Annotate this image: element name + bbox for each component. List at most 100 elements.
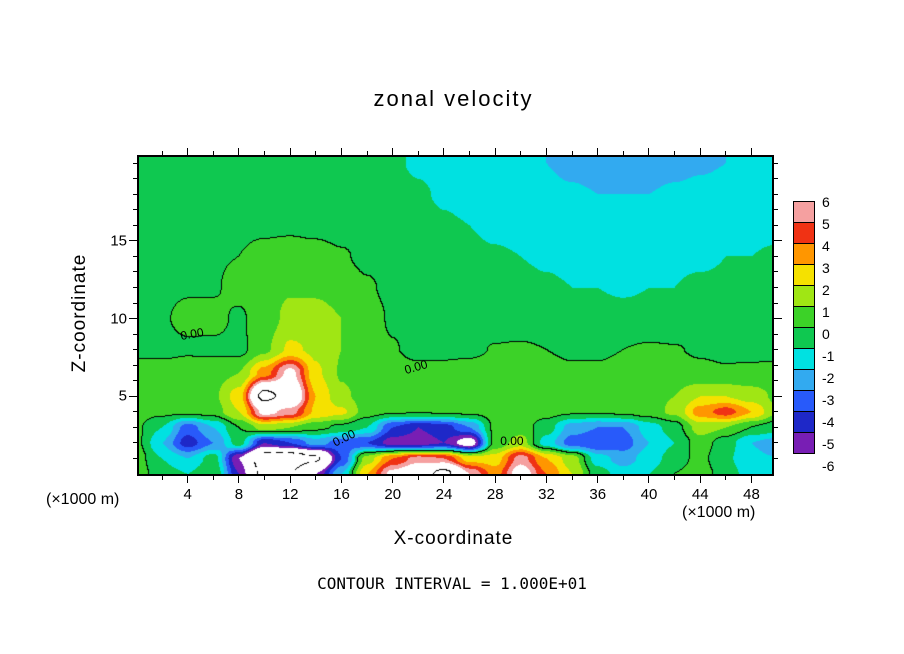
z-axis-tick <box>774 318 782 320</box>
z-axis-tick <box>774 364 778 366</box>
x-axis-tick <box>289 148 291 155</box>
x-axis-tick-label: 48 <box>743 486 760 503</box>
x-axis-tick <box>289 476 291 483</box>
z-axis-tick <box>774 333 778 335</box>
z-axis-tick <box>774 255 778 257</box>
x-axis-unit-left: (×1000 m) <box>46 491 120 508</box>
z-axis-tick <box>774 302 778 304</box>
z-axis-tick <box>774 395 782 397</box>
colorbar-cell <box>793 222 815 244</box>
colorbar-cell <box>793 264 815 286</box>
z-axis-tick <box>774 411 778 413</box>
x-axis-tick <box>212 476 214 480</box>
z-axis-tick-label: 5 <box>118 387 127 405</box>
x-axis-tick <box>417 151 419 155</box>
x-axis-tick-label: 12 <box>281 486 299 503</box>
x-axis-tick <box>443 476 445 483</box>
x-axis-tick <box>187 148 189 155</box>
colorbar-cell <box>793 348 815 370</box>
x-axis-tick <box>648 476 650 483</box>
x-axis-label: X-coordinate <box>393 528 514 549</box>
x-axis-tick <box>417 476 419 480</box>
z-axis-tick <box>133 380 137 382</box>
colorbar-tick-label: -4 <box>822 414 835 430</box>
x-axis-tick <box>443 148 445 155</box>
colorbar-tick-label: 5 <box>822 216 830 232</box>
colorbar-tick-label: -5 <box>822 436 835 452</box>
colorbar-cell <box>793 327 815 349</box>
z-axis-tick <box>133 209 137 211</box>
z-axis-tick <box>133 287 137 289</box>
x-axis-tick <box>520 476 522 480</box>
colorbar-cell <box>793 285 815 307</box>
z-axis-tick <box>774 178 778 180</box>
x-axis-tick <box>571 151 573 155</box>
x-axis-tick <box>469 476 471 480</box>
z-axis-label: Z-coordinate <box>69 253 90 373</box>
x-axis-tick <box>699 148 701 155</box>
colorbar-tick-label: 1 <box>822 304 830 320</box>
x-axis-unit-right: (×1000 m) <box>682 504 756 521</box>
z-axis-tick <box>774 209 778 211</box>
z-axis-tick <box>774 287 778 289</box>
colorbar-tick-label: 6 <box>822 194 830 210</box>
x-axis-tick-label: 40 <box>640 486 658 503</box>
z-axis-tick-label: 15 <box>110 232 127 250</box>
z-axis-tick <box>133 442 137 444</box>
x-axis-tick <box>520 151 522 155</box>
z-axis-tick <box>133 271 137 273</box>
x-axis-tick-label: 24 <box>435 486 453 503</box>
x-axis-tick-label: 32 <box>538 486 555 503</box>
z-axis-tick <box>133 255 137 257</box>
x-axis-tick-label: 20 <box>384 486 402 503</box>
z-axis-tick <box>133 178 137 180</box>
colorbar: 6 5 4 3 2 1 0 -1 -2 -3 -4 -5 -6 <box>793 194 834 474</box>
x-axis-tick <box>392 476 394 483</box>
colorbar-tick-label: -6 <box>822 458 835 474</box>
x-axis-tick <box>597 148 599 155</box>
colorbar-tick-label: -3 <box>822 392 835 408</box>
colorbar-cell <box>793 201 815 223</box>
z-axis-tick <box>774 224 778 226</box>
colorbar-tick-label: 2 <box>822 282 830 298</box>
colorbar-cell <box>793 411 815 433</box>
x-axis-tick <box>674 151 676 155</box>
z-axis-tick <box>133 302 137 304</box>
x-axis-tick <box>648 148 650 155</box>
z-axis-tick <box>774 349 778 351</box>
z-axis-tick <box>133 162 137 164</box>
x-axis-tick-label: 4 <box>183 486 192 503</box>
contour-interval-caption: CONTOUR INTERVAL = 1.000E+01 <box>317 574 587 593</box>
z-axis-tick <box>133 193 137 195</box>
colorbar-tick-label: 3 <box>822 260 830 276</box>
x-axis-tick-label: 28 <box>486 486 504 503</box>
chart-title: zonal velocity <box>373 86 534 111</box>
z-axis-tick <box>774 442 778 444</box>
z-axis-tick <box>129 240 137 242</box>
z-axis-tick <box>133 349 137 351</box>
x-axis-tick <box>469 151 471 155</box>
z-axis-tick-label: 10 <box>110 310 127 328</box>
x-axis-tick-label: 8 <box>234 486 244 503</box>
z-axis-tick <box>129 318 137 320</box>
z-axis-tick <box>774 193 778 195</box>
x-axis-tick <box>392 148 394 155</box>
z-axis-tick <box>129 395 137 397</box>
x-axis-tick <box>340 148 342 155</box>
x-axis-tick <box>750 476 752 483</box>
x-axis-tick <box>750 148 752 155</box>
x-axis-tick <box>725 151 727 155</box>
z-axis-tick <box>774 240 782 242</box>
x-axis-tick <box>597 476 599 483</box>
x-axis-tick <box>366 476 368 480</box>
x-axis-tick <box>264 476 266 480</box>
x-axis-tick <box>212 151 214 155</box>
x-axis-tick <box>545 476 547 483</box>
z-axis-tick <box>133 411 137 413</box>
x-axis-tick <box>494 148 496 155</box>
contour-field-canvas <box>139 157 772 474</box>
x-axis-tick <box>315 151 317 155</box>
x-axis-tick <box>161 151 163 155</box>
z-axis-tick <box>774 457 778 459</box>
